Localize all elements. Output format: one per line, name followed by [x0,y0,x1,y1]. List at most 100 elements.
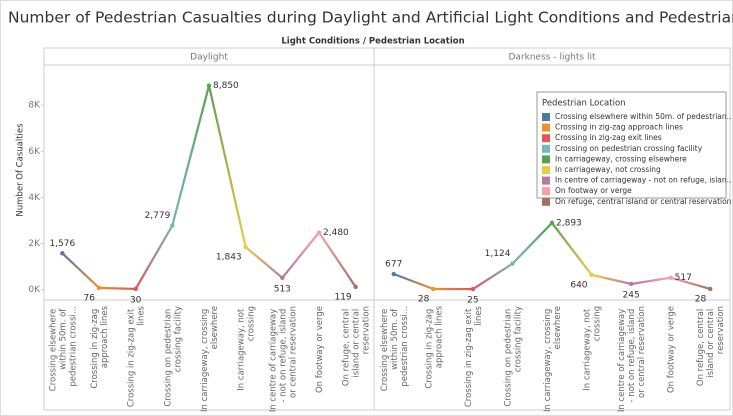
y-tick-label: 6K [28,147,41,157]
point [708,286,713,292]
legend-label: In carriageway, crossing elsewhere [555,154,687,163]
legend-label: Crossing on pedestrian crossing facility [555,144,703,153]
legend-label: Crossing in zig-zag approach lines [555,123,683,132]
x-tick-label: Crossing in zig-zag exit lines [463,305,483,407]
point [353,284,358,290]
x-tick-label: Crossing on pedestrian crossing facility [503,306,523,407]
point [668,275,673,280]
data-label: 245 [623,290,640,300]
x-tick-label: On footway or verge [666,306,676,393]
legend-swatch [542,155,550,164]
legend-swatch [542,197,550,206]
data-label: 30 [130,295,142,305]
legend-swatch [542,113,550,121]
y-tick-label: 0K [28,285,41,295]
plot-border [43,47,731,411]
data-label: 2,779 [145,211,171,221]
legend-title: Pedestrian Location [542,99,626,109]
point [431,286,436,292]
data-label: 76 [84,293,96,303]
point [96,285,102,291]
line-segment [244,246,284,279]
legend-label: On refuge, central island or central res… [555,197,732,206]
line-segment [281,231,320,279]
line-segment [134,225,174,290]
legend-box [536,91,727,199]
point [549,220,555,226]
x-tick-label: In carriageway, crossing elsewhere [543,306,563,412]
x-tick-label: In carriageway, not crossing [582,306,602,391]
point [133,286,138,292]
data-label: 1,843 [216,253,242,263]
x-tick-label: On refuge, central island or central res… [696,306,726,386]
line-segment [472,262,514,290]
point [170,223,175,228]
data-label: 1,124 [485,249,511,259]
data-label: 28 [695,294,707,304]
x-tick-label: In carriageway, crossing elsewhere [200,306,220,412]
data-label: 513 [274,284,291,294]
point [280,275,285,280]
x-tick-label: Crossing elsewhere within 50m. of pedest… [379,306,409,391]
x-tick-label: Crossing in zig-zag exit lines [126,305,146,407]
chart-title: Number of Pedestrian Casualties during D… [8,9,733,27]
legend-swatch [542,134,550,143]
line-segment [98,286,136,291]
x-tick-label: Crossing on pedestrian crossing facility [163,306,183,407]
data-label: 8,850 [213,81,239,91]
y-tick-label: 2K [28,239,41,249]
x-tick-label: In centre of carriageway - not on refuge… [617,306,647,412]
legend-label: Crossing elsewhere within 50m. of pedest… [555,112,731,121]
point [60,251,65,256]
x-tick-label: On refuge, central island or central res… [341,306,371,386]
line-segment [511,222,553,265]
data-label: 25 [467,296,478,306]
data-label: 1,576 [49,239,75,249]
x-tick-label: In carriageway, not crossing [236,306,256,391]
legend-swatch [542,144,550,153]
point [243,244,248,250]
legend-label: Crossing in zig-zag exit lines [555,133,662,142]
legend-label: In centre of carriageway - not on refuge… [555,176,731,185]
legend-swatch [542,187,550,196]
line-segment [630,276,671,286]
panel-header: Daylight [190,53,228,63]
point [316,230,322,235]
legend-swatch [542,123,550,132]
legend-swatch [542,176,550,185]
x-tick-label: On footway or verge [315,306,325,393]
x-tick-label: Crossing in zig-zag approach lines [424,305,444,388]
line-segment [591,273,632,286]
data-label: 119 [334,292,351,302]
panel-header: Darkness - lights lit [509,53,596,63]
line-segment [171,85,211,226]
legend-label: In carriageway, not crossing [555,165,661,174]
y-axis-label: Number Of Casualties [16,123,26,217]
point [206,83,212,88]
data-label: 2,480 [323,228,349,238]
y-tick-label: 4K [28,193,41,203]
y-tick-label: 8K [28,101,41,111]
header: Light Conditions / Pedestrian Location [281,37,464,47]
line-segment [318,231,357,288]
data-label: 640 [570,280,587,290]
line-segment [393,272,434,291]
line-segment [670,276,711,291]
point [628,281,634,287]
x-tick-label: In centre of carriageway - not on refuge… [268,306,298,412]
legend: Pedestrian Location Crossing elsewhere wi… [536,91,732,206]
x-tick-label: Crossing in zig-zag approach lines [90,305,110,388]
data-label: 677 [385,260,402,270]
line-segment [207,85,247,248]
point [470,286,476,292]
data-label: 28 [418,294,430,304]
point [510,261,515,266]
data-label: 2,893 [556,218,582,228]
line-segment [551,222,593,276]
line-segment [61,252,100,289]
legend-label: On footway or verge [555,186,632,195]
data-label: 517 [675,273,692,283]
x-tick-label: Crossing elsewhere within 50m. of pedest… [48,306,78,391]
